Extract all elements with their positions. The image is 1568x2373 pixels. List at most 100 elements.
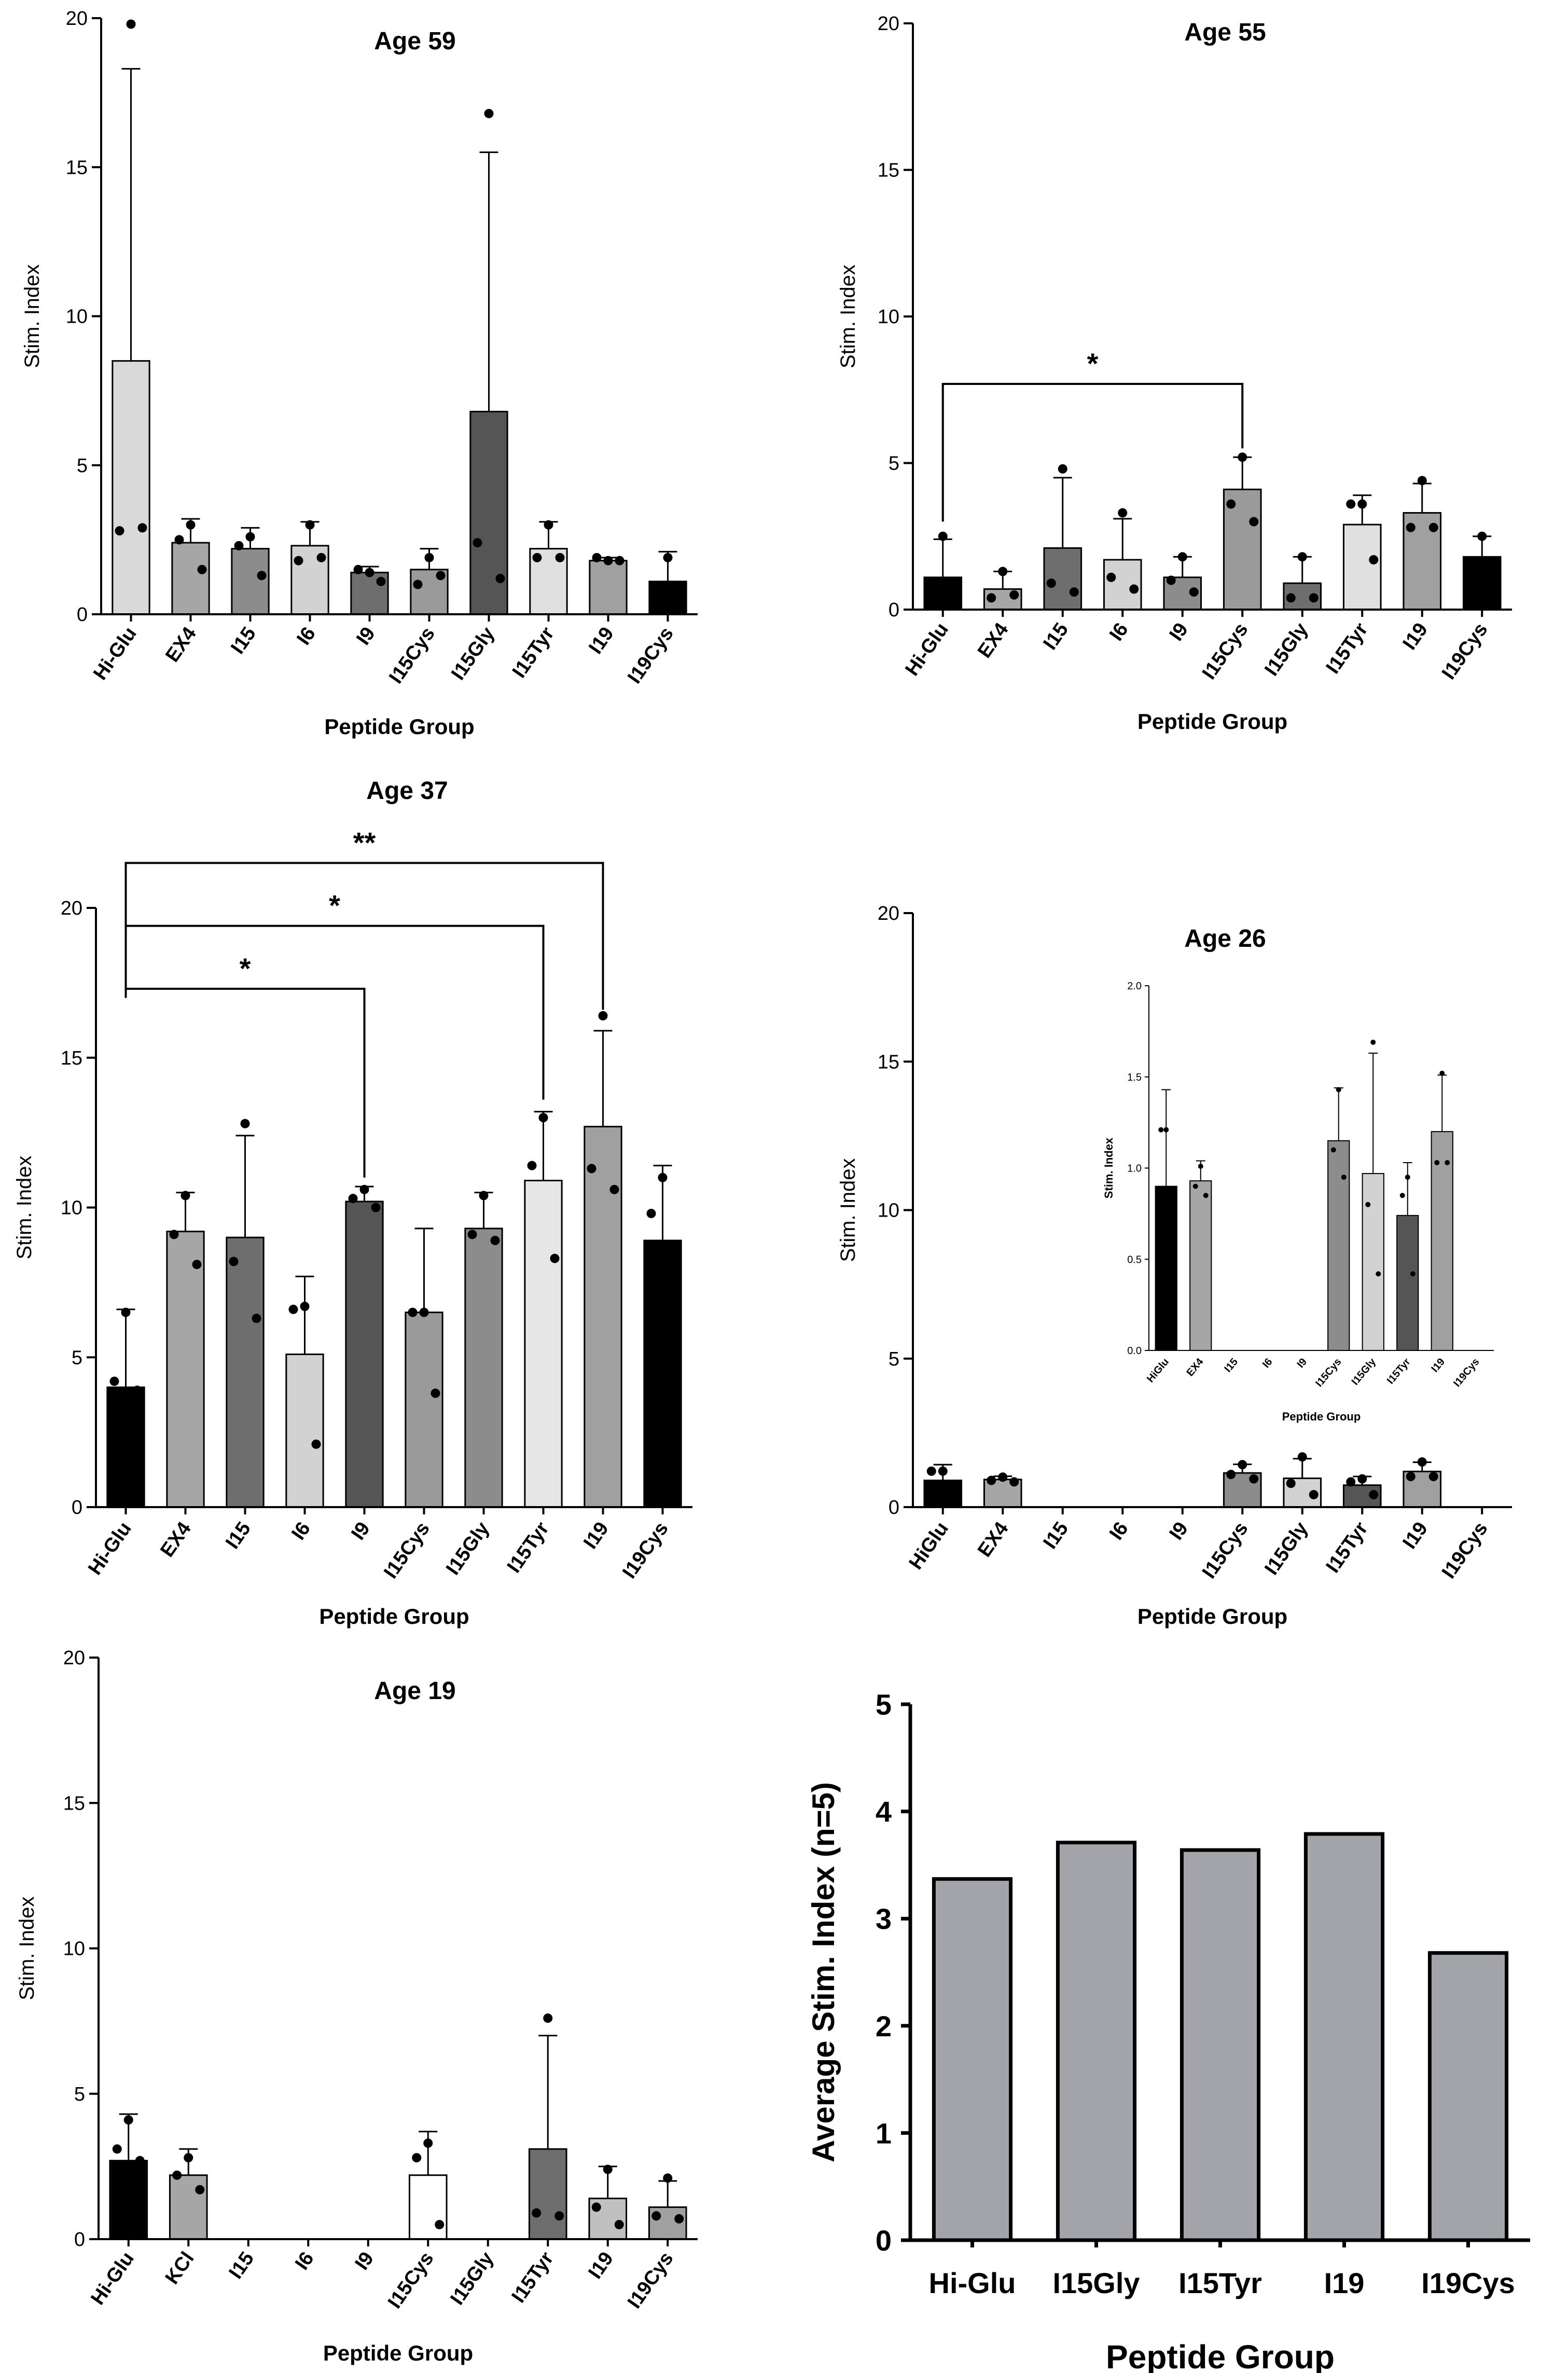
x-tick-label: I9 xyxy=(1165,619,1193,645)
data-point-i19cys xyxy=(669,1310,679,1320)
x-tick-label: I15Gly xyxy=(447,623,499,684)
chart-age-59: 0 5 10 15 20 Hi-Glu EX4 I15 I6 I9 I15Cys I15Gly I15T… xyxy=(21,8,698,739)
y-tick-label: 10 xyxy=(61,1197,82,1219)
data-point-i15tyr xyxy=(1357,1474,1367,1484)
inset-x-tick-label: I15Cys xyxy=(1313,1356,1343,1389)
inset-data-point-i15cys xyxy=(1336,1087,1341,1093)
chart-age-19: 0 5 10 15 20 Hi-Glu KCl I15 I6 I9 I15Cys I15Gly I15T… xyxy=(16,1647,698,2365)
x-tick-label: I15Gly xyxy=(442,1518,494,1579)
bar-ex4 xyxy=(171,542,210,615)
data-point-i15tyr xyxy=(538,1113,548,1123)
data-point-ex4 xyxy=(169,1230,179,1239)
x-tick-label: I15 xyxy=(221,1518,255,1553)
chart-age-37: 0 5 10 15 20 Hi-Glu EX4 I15 I6 I9 I15Cys I15Gly I15T… xyxy=(13,777,692,1629)
y-axis-label: Average Stim. Index (n=5) xyxy=(806,1782,841,2162)
x-axis-label: Peptide Group xyxy=(1106,2338,1335,2373)
data-point-i19cys xyxy=(1466,567,1476,576)
data-point-i15 xyxy=(1069,587,1079,597)
y-tick-label: 1 xyxy=(876,2117,892,2149)
bar-kcl xyxy=(169,2174,208,2240)
x-tick-label: I19 xyxy=(1398,619,1432,654)
x-tick-label: I15Cys xyxy=(385,623,439,687)
y-tick-label: 2 xyxy=(876,2010,892,2043)
data-point-i19 xyxy=(591,2202,601,2212)
data-point-ex4 xyxy=(181,1191,190,1201)
chart-title: Age 37 xyxy=(366,777,448,805)
y-tick-label: 0 xyxy=(77,604,88,626)
y-tick-label: 5 xyxy=(74,2084,85,2105)
data-point-i19 xyxy=(603,556,613,565)
inset-data-point-i15cys xyxy=(1330,1147,1336,1153)
bar-i15cys xyxy=(408,2174,448,2240)
inset-bar-i15cys xyxy=(1327,1140,1350,1351)
x-tick-label: I15Tyr xyxy=(1322,619,1372,678)
data-point-i19 xyxy=(1417,1457,1427,1467)
data-point-higlu xyxy=(938,1466,948,1476)
y-tick-label: 0 xyxy=(74,2229,85,2251)
data-point-i6 xyxy=(300,1302,310,1312)
chart-title: Age 59 xyxy=(374,27,455,55)
data-point-i9 xyxy=(1189,587,1199,597)
data-point-i15 xyxy=(229,1257,239,1266)
x-tick-label: I15Gly xyxy=(1052,2267,1140,2299)
x-tick-label: I15 xyxy=(1039,619,1073,654)
data-point-i9 xyxy=(348,1194,358,1204)
data-point-i19 xyxy=(603,2164,613,2174)
significance-marker: * xyxy=(1087,347,1099,380)
inset-data-point-i19 xyxy=(1434,1160,1440,1165)
bar-i15gly xyxy=(469,410,508,615)
x-tick-label: I15Tyr xyxy=(1322,1518,1372,1577)
inset-x-tick-label: I9 xyxy=(1295,1356,1310,1370)
y-tick-label: 20 xyxy=(63,1647,85,1669)
inset-data-point-ex4 xyxy=(1203,1193,1209,1198)
bar-i15 xyxy=(231,548,270,615)
data-point-i15cys xyxy=(431,1388,440,1398)
x-tick-label: I9 xyxy=(1165,1518,1193,1544)
inset-x-tick-label: I6 xyxy=(1260,1356,1275,1370)
data-point-i15cys xyxy=(435,2219,445,2229)
data-point-i15gly xyxy=(1286,593,1296,603)
x-axis-label: Peptide Group xyxy=(324,714,474,739)
inset-data-point-i15tyr xyxy=(1399,1193,1405,1198)
data-point-i9 xyxy=(371,1203,381,1212)
bar-hi-glu xyxy=(112,360,150,615)
data-point-i15 xyxy=(245,532,255,542)
x-axis-label: Peptide Group xyxy=(323,2341,473,2365)
inset-data-point-i15gly xyxy=(1370,1039,1376,1045)
data-point-i6 xyxy=(294,556,303,565)
data-point-i15gly xyxy=(1297,552,1307,562)
inset-x-tick-label: I15Tyr xyxy=(1385,1356,1413,1386)
x-tick-label: Hi-Glu xyxy=(901,619,953,680)
data-point-i19cys xyxy=(663,553,673,562)
x-tick-label: I19 xyxy=(584,2248,618,2283)
x-tick-label: I6 xyxy=(291,2248,318,2274)
inset-data-point-i15gly xyxy=(1376,1271,1381,1277)
chart-average-summary: 0 1 2 3 4 5 Hi-Glu I15Gly I15Tyr I19 I19Cys Peptide… xyxy=(806,1688,1530,2373)
y-axis-label: Stim. Index xyxy=(21,264,44,368)
data-point-i15tyr xyxy=(555,553,565,562)
significance-marker: * xyxy=(329,889,340,922)
data-point-hi-glu xyxy=(135,2156,145,2165)
bar-i19cys xyxy=(643,1239,682,1508)
bar-higlu xyxy=(923,1479,963,1508)
bar-i15gly xyxy=(1056,1841,1137,2242)
inset-x-axis-label: Peptide Group xyxy=(1282,1410,1361,1423)
x-tick-label: I15Tyr xyxy=(508,623,559,682)
data-point-ex4 xyxy=(987,593,996,603)
inset-data-point-i19 xyxy=(1445,1160,1450,1165)
data-point-i15cys xyxy=(419,1307,429,1317)
y-tick-label: 5 xyxy=(72,1347,82,1369)
x-tick-label: I6 xyxy=(1105,1518,1133,1544)
significance-bracket xyxy=(941,382,1244,522)
data-point-i19 xyxy=(587,1164,596,1174)
data-point-i15 xyxy=(252,1314,261,1323)
x-tick-label: I6 xyxy=(287,1518,315,1544)
bar-hi-glu xyxy=(932,1877,1013,2242)
inset-y-tick-label: 0.0 xyxy=(1127,1345,1142,1357)
x-tick-label: I15Tyr xyxy=(508,2248,558,2307)
data-point-i19 xyxy=(609,1184,619,1194)
data-point-i19 xyxy=(615,556,625,565)
chart-title: Age 19 xyxy=(374,1677,455,1705)
bar-i15 xyxy=(226,1236,265,1508)
data-point-i15tyr xyxy=(1369,555,1379,564)
